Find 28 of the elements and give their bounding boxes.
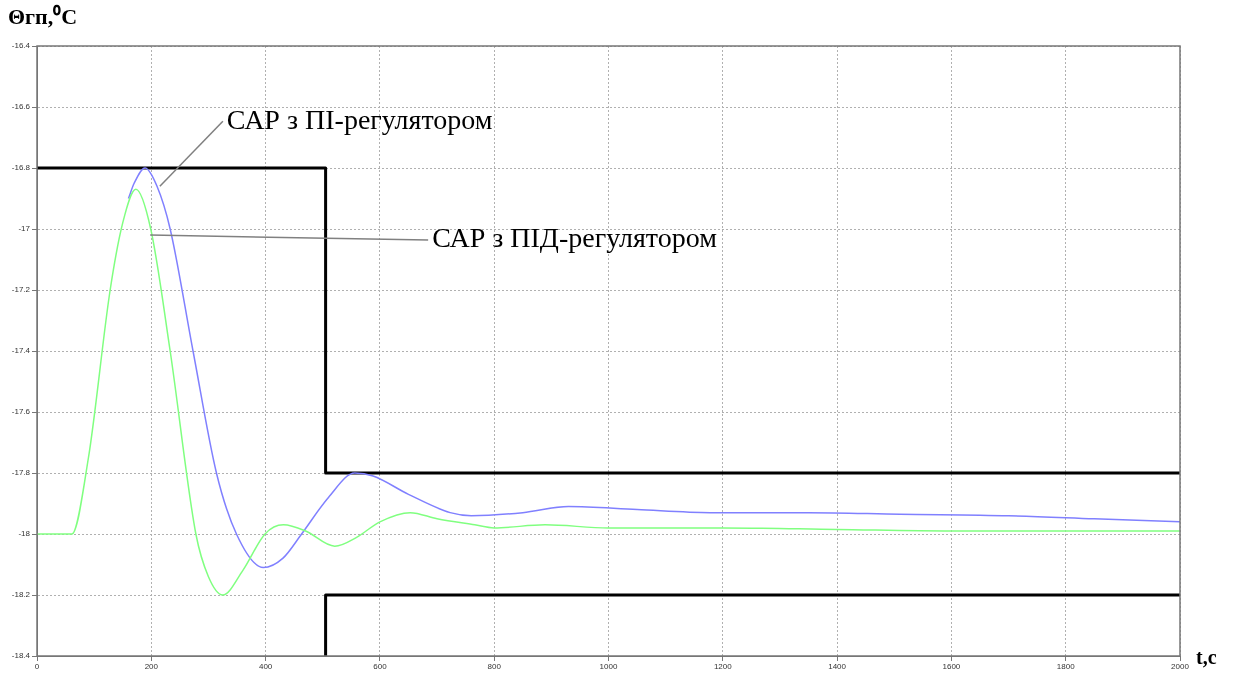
y-axis-title: Θгп,⁰C — [8, 4, 78, 29]
x-tick-label: 800 — [487, 662, 502, 671]
y-tick-label: -16.6 — [11, 102, 31, 112]
x-tick-label: 1000 — [599, 662, 618, 671]
y-tick-label: -18.2 — [11, 590, 31, 600]
x-tick-label: 1800 — [1056, 662, 1076, 671]
y-tick-label: -17.6 — [11, 407, 31, 417]
x-tick-label: 400 — [258, 662, 273, 671]
x-tick-label: 1200 — [713, 662, 733, 671]
y-tick-label: -18.4 — [11, 651, 31, 661]
annotation: САР з ПІД-регулятором — [432, 222, 718, 254]
x-tick-label: 0 — [34, 662, 40, 671]
y-tick-label: -17.2 — [11, 285, 31, 295]
y-tick-label: -17 — [18, 224, 31, 234]
x-axis-title: t,c — [1196, 646, 1217, 668]
x-tick-label: 200 — [144, 662, 159, 671]
x-tick-label: 2000 — [1171, 662, 1190, 671]
x-tick-label: 600 — [373, 662, 388, 671]
x-tick-label: 1600 — [942, 662, 961, 671]
y-tick-label: -16.4 — [11, 41, 31, 51]
y-tick-label: -16.8 — [11, 163, 31, 173]
line-series — [127, 167, 1180, 569]
y-tick-label: -17.4 — [11, 346, 31, 356]
y-tick-label: -17.8 — [11, 468, 31, 478]
annotation: САР з ПІ-регулятором — [226, 103, 493, 135]
line-series — [37, 188, 1180, 596]
y-tick-label: -18 — [18, 529, 31, 539]
x-tick-label: 1400 — [828, 662, 847, 671]
